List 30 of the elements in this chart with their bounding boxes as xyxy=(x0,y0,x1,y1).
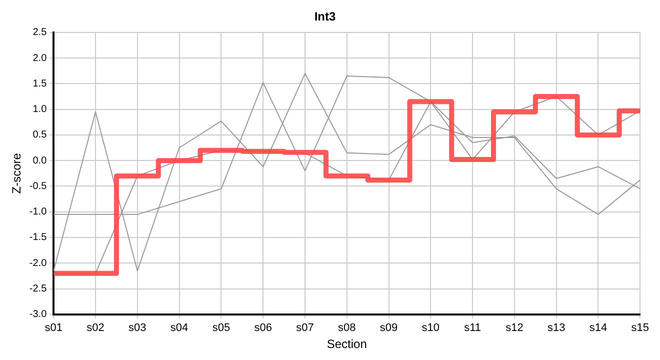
y-axis-title: Z-score xyxy=(10,152,24,194)
x-tick-label: s12 xyxy=(506,322,524,334)
y-tick-label: -2.5 xyxy=(29,284,48,295)
y-tick-label: 0.0 xyxy=(32,155,48,166)
x-tick-label: s13 xyxy=(547,322,566,334)
y-tick-label: 1.0 xyxy=(32,104,48,116)
x-tick-label: s11 xyxy=(464,322,482,334)
x-tick-label: s01 xyxy=(44,322,63,334)
x-tick-label: s08 xyxy=(338,322,356,334)
y-tick-label: -1.0 xyxy=(29,206,48,218)
x-tick-label: s06 xyxy=(254,322,272,334)
x-tick-label: s03 xyxy=(128,322,146,334)
x-tick-label: s07 xyxy=(296,322,314,334)
y-tick-label: -0.5 xyxy=(29,180,48,192)
x-tick-label: s05 xyxy=(212,322,230,334)
y-tick-label: 1.5 xyxy=(32,78,48,90)
y-tick-label: -2.0 xyxy=(29,258,48,269)
y-tick-label: -1.5 xyxy=(29,232,48,244)
x-tick-label: s09 xyxy=(380,322,398,334)
x-tick-label: s04 xyxy=(170,322,188,334)
x-tick-label: s02 xyxy=(86,322,104,334)
x-tick-label: s10 xyxy=(422,322,440,334)
x-axis-title: Section xyxy=(326,337,367,352)
y-tick-label: 0.5 xyxy=(32,130,48,141)
y-tick-label: 2.5 xyxy=(32,27,48,38)
y-tick-label: -3.0 xyxy=(29,309,48,320)
x-tick-label: s14 xyxy=(589,322,608,334)
x-tick-label: s15 xyxy=(631,322,650,334)
chart-title: Int3 xyxy=(314,10,336,24)
y-tick-label: 2.0 xyxy=(32,52,48,64)
